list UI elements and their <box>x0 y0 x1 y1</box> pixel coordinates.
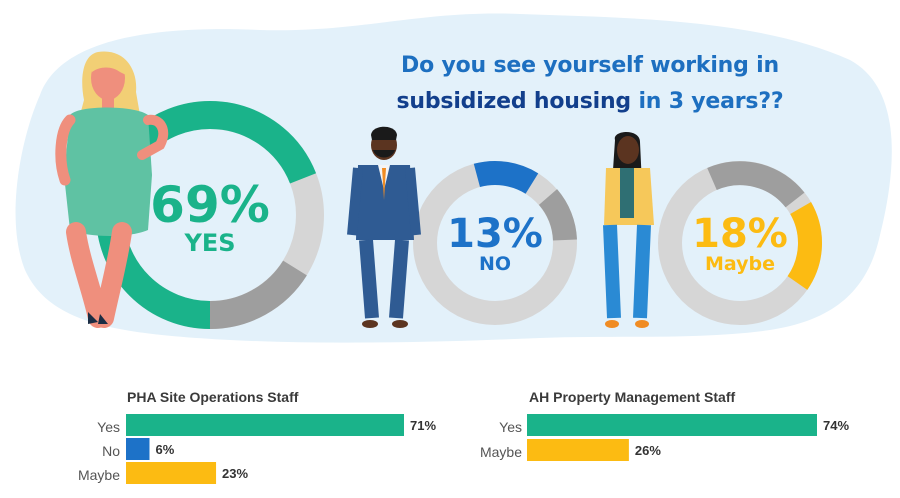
woman-green-dress-illustration <box>55 51 169 328</box>
donut-yes-percent: 69% <box>150 176 270 234</box>
question-title-bold: subsidized housing <box>396 89 632 114</box>
ah-bar-maybe <box>527 439 629 461</box>
bar-chart-ah-title: AH Property Management Staff <box>529 389 736 405</box>
ah-bar-yes <box>527 414 817 436</box>
donut-maybe-label: 18% Maybe <box>690 214 790 275</box>
woman-yellow-jacket-illustration <box>603 132 654 328</box>
question-title-rest: in 3 years?? <box>630 89 784 114</box>
donut-no-segment <box>413 161 577 325</box>
donut-no-dark-segment <box>538 189 577 242</box>
donut-yes-dark-segment <box>209 260 307 330</box>
pha-value-label-maybe: 23% <box>222 466 249 481</box>
ah-value-label-maybe: 26% <box>634 443 661 458</box>
donut-no-label: 13% NO <box>445 214 545 275</box>
pha-bar-yes <box>126 414 404 436</box>
pha-category-label-maybe: Maybe <box>77 467 120 483</box>
bar-chart-ah <box>527 414 817 461</box>
donut-yes-word: YES <box>184 229 236 257</box>
pha-bar-no <box>126 438 150 460</box>
donut-yes-label: 69% YES <box>140 180 280 256</box>
donut-maybe-word: Maybe <box>704 253 776 275</box>
pha-value-label-yes: 71% <box>410 418 437 433</box>
donut-no-word: NO <box>478 253 512 275</box>
donut-no <box>413 161 577 325</box>
donut-maybe <box>658 161 822 325</box>
ah-category-label-yes: Yes <box>499 419 522 435</box>
ah-category-label-maybe: Maybe <box>479 444 522 460</box>
pha-value-label-no: 6% <box>155 442 175 457</box>
question-title: Do you see yourself working in subsidize… <box>330 48 850 120</box>
pha-category-label-no: No <box>102 443 120 459</box>
donut-maybe-segment <box>658 161 822 325</box>
question-title-line2: subsidized housing in 3 years?? <box>330 84 850 120</box>
bar-chart-pha-title: PHA Site Operations Staff <box>127 389 299 405</box>
donut-maybe-percent: 18% <box>692 211 788 257</box>
question-title-line1: Do you see yourself working in <box>401 53 779 78</box>
ah-value-label-yes: 74% <box>823 418 850 433</box>
pha-category-label-yes: Yes <box>97 419 120 435</box>
pha-bar-maybe <box>126 462 217 484</box>
donut-maybe-dark-segment <box>707 161 805 208</box>
donut-no-percent: 13% <box>447 211 543 257</box>
man-suit-illustration <box>347 126 421 328</box>
bar-chart-pha <box>126 414 404 484</box>
